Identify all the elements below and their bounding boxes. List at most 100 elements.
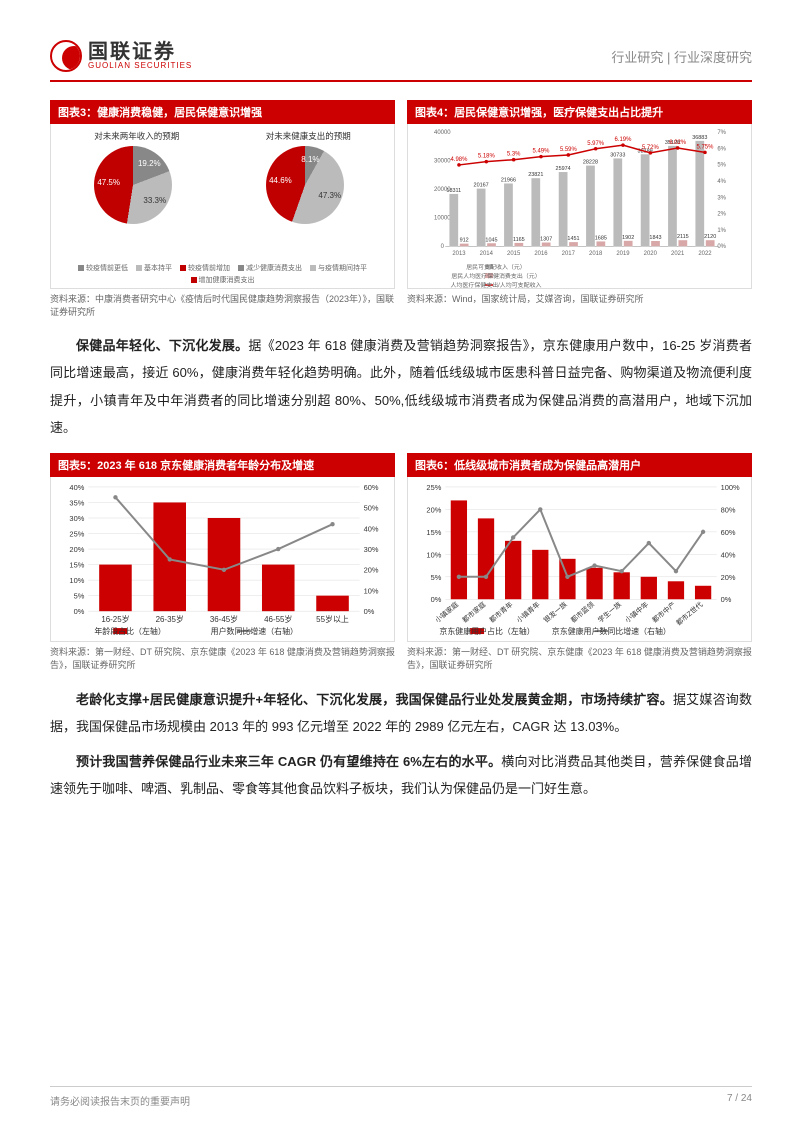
figure-6-title: 图表6：低线级城市消费者成为保健品高潜用户 — [407, 453, 752, 477]
svg-text:都市中产: 都市中产 — [650, 600, 677, 625]
svg-text:20%: 20% — [721, 573, 736, 582]
svg-text:居民人均医疗保健消费支出（元）: 居民人均医疗保健消费支出（元） — [451, 272, 540, 280]
svg-text:10000: 10000 — [434, 216, 451, 222]
svg-text:28228: 28228 — [583, 160, 598, 166]
figure-5-title: 图表5：2023 年 618 京东健康消费者年龄分布及增速 — [50, 453, 395, 477]
svg-text:46-55岁: 46-55岁 — [264, 614, 292, 624]
svg-text:20%: 20% — [364, 566, 379, 575]
svg-text:0%: 0% — [431, 596, 442, 605]
pie-slice-label: 8.1% — [301, 155, 319, 164]
svg-text:55岁以上: 55岁以上 — [316, 614, 349, 624]
svg-text:都市青年: 都市青年 — [487, 600, 514, 625]
svg-text:0%: 0% — [74, 608, 85, 617]
svg-text:25974: 25974 — [556, 166, 571, 172]
svg-text:1685: 1685 — [595, 235, 607, 241]
svg-text:50%: 50% — [364, 504, 379, 513]
para3-lead: 预计我国营养保健品行业未来三年 CAGR 仍有望维持在 6%左右的水平。 — [76, 754, 501, 769]
svg-text:25%: 25% — [426, 483, 441, 492]
svg-text:5.18%: 5.18% — [478, 154, 496, 160]
svg-text:5.97%: 5.97% — [587, 141, 605, 147]
figure-3-source: 资料来源：中康消费者研究中心《疫情后时代国民健康趋势洞察报告（2023年）》，国… — [50, 289, 395, 328]
logo-icon — [50, 40, 82, 72]
pie-chart: 8.1% 47.3% 44.6% — [266, 146, 344, 224]
svg-text:40%: 40% — [69, 483, 84, 492]
figure-5: 图表5：2023 年 618 京东健康消费者年龄分布及增速 0%5%10%15%… — [50, 453, 395, 681]
svg-text:40%: 40% — [721, 551, 736, 560]
svg-text:30733: 30733 — [610, 152, 625, 158]
svg-text:2013: 2013 — [452, 251, 466, 257]
pie-slice-label: 33.3% — [143, 196, 166, 205]
pie-slice-label: 47.3% — [318, 191, 341, 200]
svg-text:60%: 60% — [721, 528, 736, 537]
svg-text:6%: 6% — [717, 146, 726, 152]
svg-text:2018: 2018 — [589, 251, 603, 257]
svg-text:4.98%: 4.98% — [451, 157, 469, 163]
svg-text:3%: 3% — [717, 195, 726, 201]
figure-4: 图表4：居民保健意识增强，医疗保健支出占比提升 0100002000030000… — [407, 100, 752, 328]
footer-page-number: 7 / 24 — [727, 1093, 752, 1108]
para2-lead: 老龄化支撑+居民健康意识提升+年轻化、下沉化发展，我国保健品行业处发展黄金期，市… — [76, 692, 673, 707]
pie-slice-label: 47.5% — [97, 178, 120, 187]
svg-text:2014: 2014 — [480, 251, 494, 257]
pie-slice-label: 19.2% — [138, 159, 161, 168]
svg-text:2019: 2019 — [616, 251, 630, 257]
svg-text:40%: 40% — [364, 525, 379, 534]
figure-3-title: 图表3：健康消费稳健，居民保健意识增强 — [50, 100, 395, 124]
svg-text:5%: 5% — [717, 163, 726, 169]
svg-text:15%: 15% — [426, 528, 441, 537]
svg-text:1%: 1% — [717, 228, 726, 234]
svg-text:20167: 20167 — [474, 183, 489, 189]
svg-text:36883: 36883 — [692, 135, 707, 141]
svg-text:1902: 1902 — [622, 235, 634, 241]
svg-text:2%: 2% — [717, 212, 726, 218]
logo: 国联证券 GUOLIAN SECURITIES — [50, 40, 192, 72]
svg-text:1451: 1451 — [567, 236, 579, 242]
paragraph-3: 预计我国营养保健品行业未来三年 CAGR 仍有望维持在 6%左右的水平。横向对比… — [50, 748, 752, 803]
svg-text:20%: 20% — [69, 545, 84, 554]
svg-text:10%: 10% — [426, 551, 441, 560]
svg-text:年龄段占比（左轴）: 年龄段占比（左轴） — [94, 626, 165, 636]
header-category: 行业研究 | 行业深度研究 — [611, 47, 752, 66]
svg-text:25%: 25% — [69, 530, 84, 539]
svg-text:60%: 60% — [364, 483, 379, 492]
svg-text:30%: 30% — [69, 514, 84, 523]
svg-text:小镇青年: 小镇青年 — [515, 600, 542, 625]
svg-text:30%: 30% — [364, 545, 379, 554]
svg-text:2015: 2015 — [507, 251, 521, 257]
svg-text:36-45岁: 36-45岁 — [210, 614, 238, 624]
pie-slice-label: 44.6% — [269, 176, 292, 185]
pie-chart: 19.2% 33.3% 47.5% — [94, 146, 172, 224]
logo-cn: 国联证券 — [88, 42, 192, 62]
svg-text:2120: 2120 — [704, 234, 716, 240]
svg-text:7%: 7% — [717, 130, 726, 136]
svg-text:5.3%: 5.3% — [507, 152, 521, 158]
svg-text:10%: 10% — [69, 576, 84, 585]
svg-text:4%: 4% — [717, 179, 726, 185]
figure-6: 图表6：低线级城市消费者成为保健品高潜用户 0%5%10%15%20%25%0%… — [407, 453, 752, 681]
svg-text:5.49%: 5.49% — [533, 149, 551, 155]
footer-disclaimer: 请务必阅读报告末页的重要声明 — [50, 1093, 190, 1108]
svg-text:10%: 10% — [364, 587, 379, 596]
svg-text:京东健康用户占比（左轴）: 京东健康用户占比（左轴） — [439, 626, 534, 636]
svg-text:5.59%: 5.59% — [560, 147, 578, 153]
svg-text:用户数同比增速（右轴）: 用户数同比增速（右轴） — [211, 626, 298, 636]
figure-3-legend: 较疫情前更低基本持平较疫情前增加减少健康消费支出与疫情期间持平增加健康消费支出 — [51, 263, 394, 285]
svg-text:21966: 21966 — [501, 177, 516, 183]
svg-text:人均医疗保健支出/人均可支配收入: 人均医疗保健支出/人均可支配收入 — [451, 281, 542, 288]
svg-text:15%: 15% — [69, 561, 84, 570]
svg-text:80%: 80% — [721, 506, 736, 515]
svg-text:35%: 35% — [69, 499, 84, 508]
figure-3: 图表3：健康消费稳健，居民保健意识增强 对未来两年收入的预期19.2%33.3%… — [50, 100, 395, 328]
svg-text:学生一族: 学生一族 — [596, 600, 623, 625]
svg-text:小镇中年: 小镇中年 — [623, 600, 650, 625]
svg-text:1165: 1165 — [513, 237, 525, 243]
svg-text:2017: 2017 — [562, 251, 576, 257]
svg-text:5%: 5% — [431, 573, 442, 582]
svg-text:23821: 23821 — [528, 172, 543, 178]
svg-text:2022: 2022 — [698, 251, 712, 257]
figure-4-source: 资料来源：Wind，国家统计局，艾媒咨询，国联证券研究所 — [407, 289, 752, 316]
pie-label: 对未来健康支出的预期 — [266, 130, 351, 142]
page-footer: 请务必阅读报告末页的重要声明 7 / 24 — [50, 1086, 752, 1108]
svg-text:2021: 2021 — [671, 251, 685, 257]
svg-text:2115: 2115 — [677, 234, 689, 240]
